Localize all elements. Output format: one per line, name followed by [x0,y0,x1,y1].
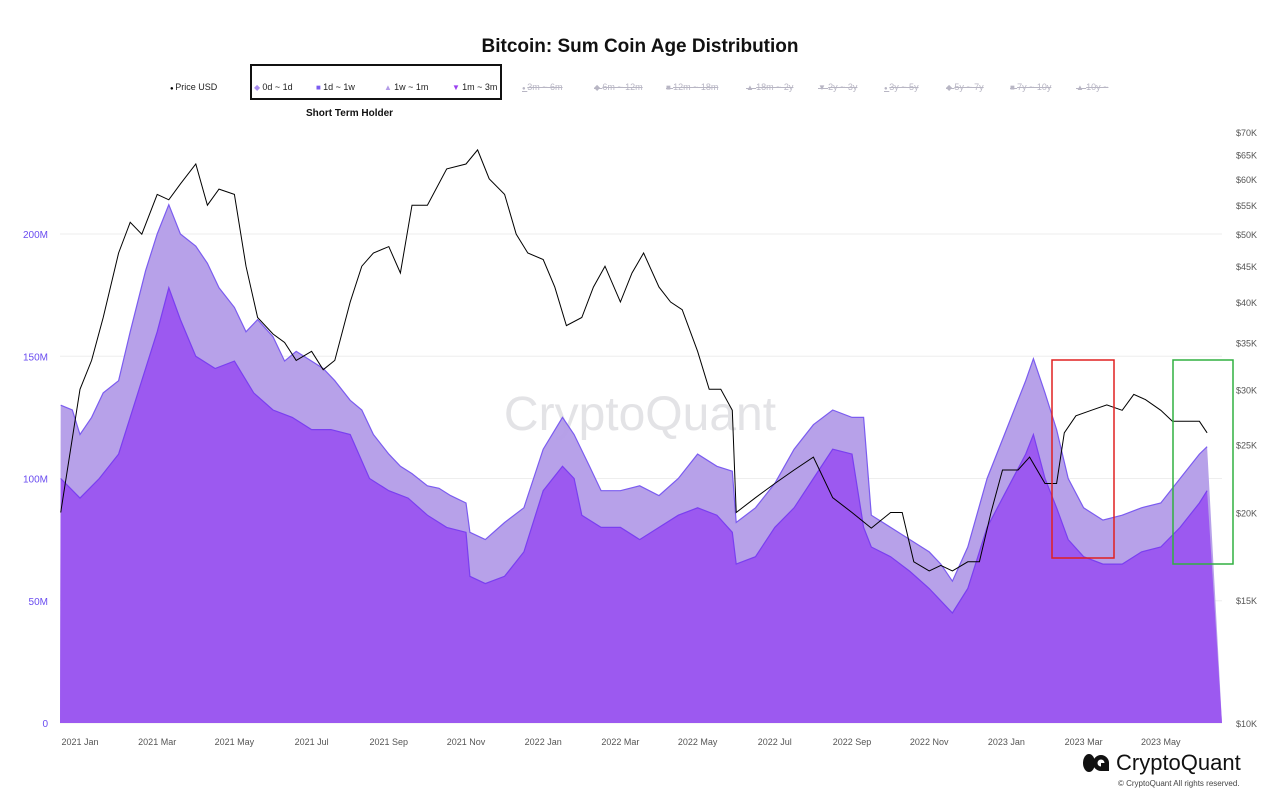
x-tick-label: 2021 May [215,737,255,747]
legend-label: 10y ~ [1086,82,1109,92]
legend-item[interactable]: ▲ 1w ~ 1m [384,82,428,92]
y-right-tick-label: $20K [1236,508,1257,518]
x-tick-label: 2023 Jan [988,737,1025,747]
x-tick-label: 2022 Sep [833,737,872,747]
y-right-tick-label: $50K [1236,230,1257,240]
chart-title: Bitcoin: Sum Coin Age Distribution [481,36,799,57]
legend-diamond-icon: ◆ [594,83,603,92]
y-right-tick-label: $60K [1236,175,1257,185]
legend-triangle-icon: ▲ [1076,83,1087,92]
legend-label: 5y ~ 7y [954,82,984,92]
x-tick-label: 2021 Jan [61,737,98,747]
y-right-tick-label: $65K [1236,151,1257,161]
y-left-tick-label: 0 [42,719,48,730]
copyright: © CryptoQuant All rights reserved. [1118,779,1240,788]
x-tick-label: 2022 Jul [758,737,792,747]
y-right-tick-label: $10K [1236,719,1257,729]
y-right-tick-label: $35K [1236,339,1257,349]
legend-circle-icon: ● [522,86,528,92]
x-tick-label: 2021 Mar [138,737,176,747]
legend-item[interactable]: ■ 1d ~ 1w [316,82,355,92]
short-term-holder-label: Short Term Holder [306,108,394,119]
legend-item[interactable]: ◆ 5y ~ 7y [946,82,984,92]
y-right-tick-label: $25K [1236,441,1257,451]
y-right-tick-label: $30K [1236,385,1257,395]
y-right-tick-label: $15K [1236,596,1257,606]
legend-label: 1w ~ 1m [394,82,429,92]
legend-label: 2y ~ 3y [828,82,858,92]
legend-triangle-down-icon: ▼ [818,83,829,92]
legend-label: 3m ~ 6m [527,82,563,92]
legend-label: 3y ~ 5y [889,82,919,92]
watermark: CryptoQuant [504,388,776,441]
legend-label: 7y ~ 10y [1017,82,1052,92]
legend-circle-icon: ● [170,86,176,92]
cryptoquant-logo-icon [1083,754,1109,772]
y-left-tick-label: 150M [23,352,48,363]
legend-item[interactable]: ◆ 0d ~ 1d [254,82,293,92]
legend-item[interactable]: ■ 12m ~ 18m [666,82,718,92]
legend-item[interactable]: ■ 7y ~ 10y [1010,82,1051,92]
legend-triangle-down-icon: ▼ [452,83,463,92]
red-highlight-box [1051,359,1115,559]
price-line [60,148,1208,572]
x-tick-label: 2021 Nov [447,737,486,747]
legend-label: 1m ~ 3m [462,82,498,92]
legend-label: Price USD [175,82,218,92]
legend-item[interactable]: ● Price USD [170,82,217,92]
x-tick-label: 2022 Jan [525,737,562,747]
x-tick-label: 2021 Jul [295,737,329,747]
x-tick-label: 2023 May [1141,737,1181,747]
y-right-tick-label: $55K [1236,201,1257,211]
legend-item[interactable]: ● 3y ~ 5y [884,82,919,92]
y-right-tick-label: $70K [1236,128,1257,138]
legend-square-icon: ■ [316,83,324,92]
legend-item[interactable]: ◆ 6m ~ 12m [594,82,643,92]
legend-triangle-icon: ▲ [746,83,757,92]
green-highlight-box [1172,359,1234,565]
legend-square-icon: ■ [1010,83,1018,92]
y-right-tick-label: $45K [1236,262,1257,272]
legend-label: 12m ~ 18m [673,82,719,92]
legend-label: 1d ~ 1w [323,82,355,92]
x-tick-label: 2022 Nov [910,737,949,747]
legend-label: 18m ~ 2y [756,82,794,92]
legend-triangle-icon: ▲ [384,83,395,92]
x-tick-label: 2021 Sep [370,737,409,747]
area-series-1 [60,287,1222,723]
x-tick-label: 2022 May [678,737,718,747]
x-tick-label: 2022 Mar [601,737,639,747]
legend-item[interactable]: ▼ 1m ~ 3m [452,82,497,92]
area-series-edge-1 [60,285,1208,614]
short-term-holder-box [250,64,502,100]
y-left-tick-label: 200M [23,230,48,241]
legend-item[interactable]: ▲ 10y ~ [1076,82,1108,92]
legend-label: 6m ~ 12m [602,82,643,92]
legend-diamond-icon: ◆ [946,83,955,92]
legend-circle-icon: ● [884,86,890,92]
legend-diamond-icon: ◆ [254,83,263,92]
cryptoquant-logo: CryptoQuant [1082,750,1241,776]
y-right-tick-label: $40K [1236,298,1257,308]
legend-item[interactable]: ▼ 2y ~ 3y [818,82,857,92]
brand-name: CryptoQuant [1116,750,1241,775]
y-left-tick-label: 50M [29,597,48,608]
legend-item[interactable]: ▲ 18m ~ 2y [746,82,793,92]
area-series-edge-0 [60,203,1208,583]
legend-item[interactable]: ● 3m ~ 6m [522,82,563,92]
x-tick-label: 2023 Mar [1065,737,1103,747]
y-left-tick-label: 100M [23,475,48,486]
legend-label: 0d ~ 1d [262,82,293,92]
legend-square-icon: ■ [666,83,674,92]
